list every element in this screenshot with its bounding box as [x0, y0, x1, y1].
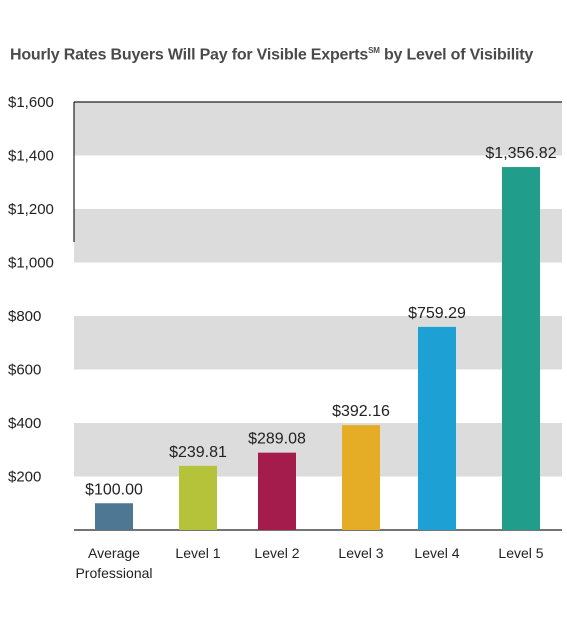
bar: [95, 503, 133, 530]
chart-title: Hourly Rates Buyers Will Pay for Visible…: [10, 46, 533, 64]
bar: [342, 425, 380, 530]
y-tick-label: $1,600: [8, 94, 54, 111]
y-tick-label: $800: [8, 308, 41, 325]
data-labels: $100.00 $239.81 $289.08 $392.16 $759.29 $1,35…: [85, 145, 557, 498]
grid-band: [74, 316, 562, 370]
bar: [179, 465, 217, 530]
y-tick-labels: $200 $400 $600 $800 $1,000 $1,200 $1,400 $1,600: [8, 94, 54, 486]
y-tick-label: $400: [8, 415, 41, 432]
data-label: $759.29: [408, 305, 466, 322]
grid-band: [74, 102, 562, 156]
category-label: Level 2: [254, 545, 299, 561]
category-label: Level 5: [498, 545, 543, 561]
data-label: $289.08: [248, 431, 306, 448]
category-label: Professional: [75, 565, 152, 581]
chart-title-suffix: by Level of Visibility: [379, 46, 534, 64]
category-label: Level 3: [338, 545, 383, 561]
grid-band: [74, 423, 562, 477]
y-tick-label: $1,200: [8, 201, 54, 218]
bar: [502, 167, 540, 530]
category-label: Level 1: [175, 545, 220, 561]
data-label: $100.00: [85, 481, 143, 498]
y-tick-label: $1,000: [8, 255, 54, 272]
data-label: $239.81: [169, 444, 227, 461]
category-label: Average: [88, 545, 140, 561]
bars: [95, 167, 540, 530]
bar: [418, 326, 456, 530]
axes: [73, 101, 562, 531]
category-labels: Average Professional Level 1 Level 2 Level 3…: [75, 545, 543, 581]
service-mark: SM: [368, 46, 380, 55]
y-tick-label: $200: [8, 469, 41, 486]
grid-band: [74, 209, 562, 263]
y-tick-label: $600: [8, 362, 41, 379]
chart-title-main: Hourly Rates Buyers Will Pay for Visible…: [10, 46, 369, 64]
data-label: $392.16: [332, 403, 390, 420]
category-label: Level 4: [414, 545, 459, 561]
bar: [258, 452, 296, 530]
background-bands: [74, 102, 562, 477]
data-label: $1,356.82: [485, 145, 556, 162]
y-tick-label: $1,400: [8, 148, 54, 165]
